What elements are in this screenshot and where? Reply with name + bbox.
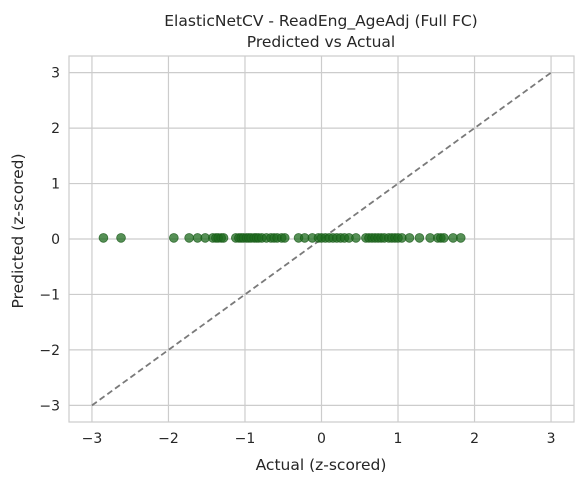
data-points: [98, 233, 466, 243]
y-tick-label: −1: [39, 287, 60, 303]
x-tick-labels: −3 −2 −1 0 1 2 3: [82, 431, 556, 447]
y-tick-labels: −3 −2 −1 0 1 2 3: [39, 66, 60, 415]
y-tick-label: 0: [51, 232, 60, 248]
data-point: [169, 233, 179, 243]
x-tick-label: 1: [394, 431, 403, 447]
chart-title: ElasticNetCV - ReadEng_AgeAdj (Full FC): [164, 12, 477, 31]
y-tick-label: 3: [51, 66, 60, 82]
data-point: [414, 233, 425, 243]
x-tick-label: 3: [547, 431, 556, 447]
data-point: [279, 233, 290, 243]
y-tick-label: 2: [51, 121, 60, 137]
data-point: [404, 233, 415, 243]
x-tick-label: −1: [235, 431, 256, 447]
data-point: [439, 233, 449, 243]
plot-frame: [68, 55, 575, 423]
data-point: [455, 233, 466, 243]
y-tick-label: −3: [39, 398, 60, 414]
y-tick-label: −2: [39, 343, 60, 359]
x-tick-label: −3: [82, 431, 103, 447]
x-tick-label: 2: [470, 431, 479, 447]
data-point: [218, 233, 229, 243]
data-point: [184, 233, 194, 243]
data-point: [116, 233, 126, 243]
y-tick-label: 1: [51, 177, 60, 193]
x-axis-label: Actual (z-scored): [256, 456, 387, 474]
x-tick-label: 0: [317, 431, 326, 447]
chart-subtitle: Predicted vs Actual: [247, 33, 395, 51]
x-tick-label: −2: [158, 431, 179, 447]
data-point: [98, 233, 109, 243]
data-point: [351, 233, 361, 243]
y-axis-label: Predicted (z-scored): [9, 154, 27, 309]
